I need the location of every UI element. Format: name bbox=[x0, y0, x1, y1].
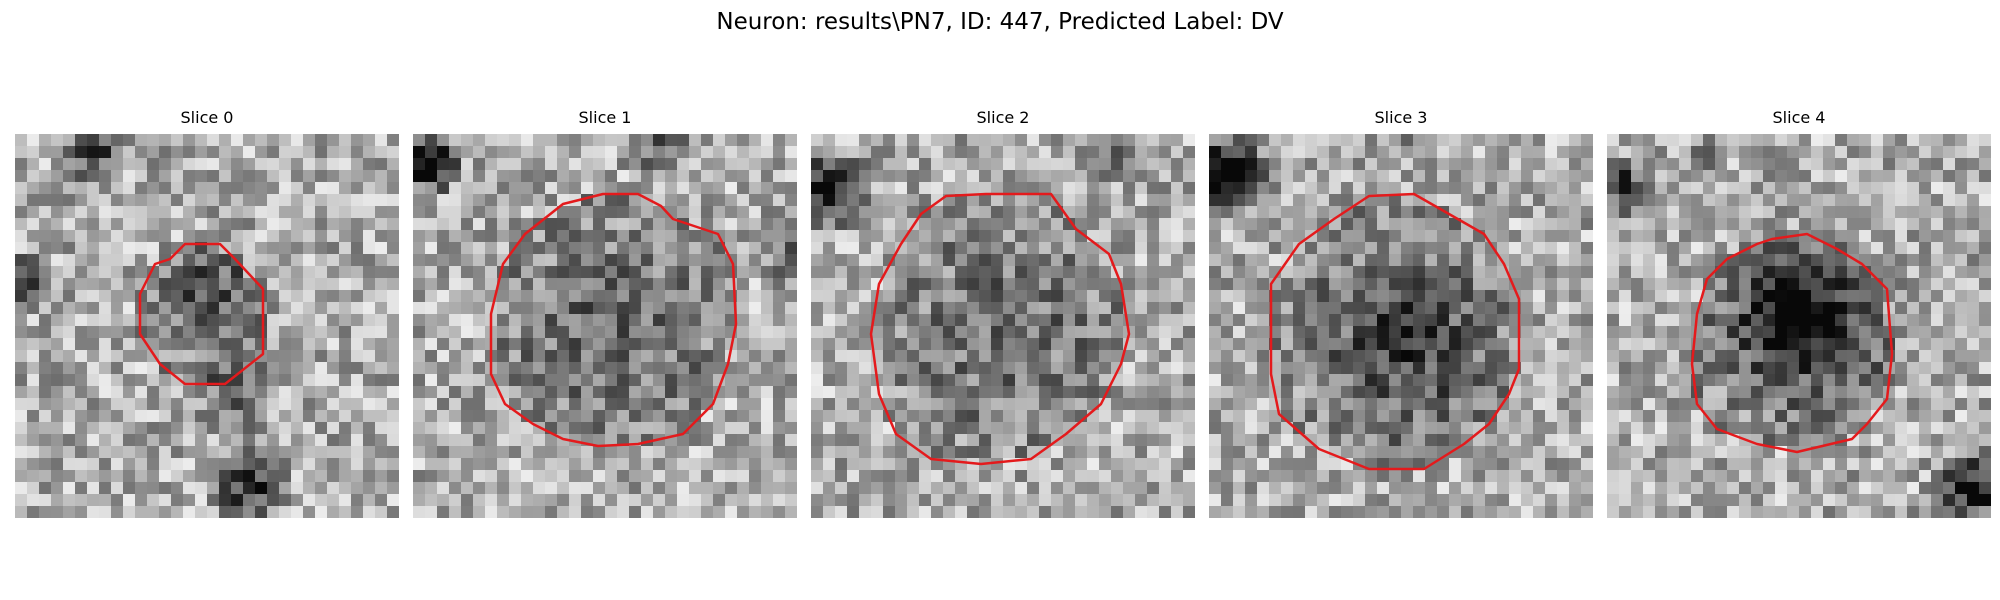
slice-image-4 bbox=[1607, 134, 1991, 518]
slice-image-0 bbox=[15, 134, 399, 518]
slice-title-0: Slice 0 bbox=[180, 108, 234, 127]
slice-title-2: Slice 2 bbox=[976, 108, 1030, 127]
slice-title-3: Slice 3 bbox=[1374, 108, 1428, 127]
roi-contour-3 bbox=[1269, 192, 1521, 471]
slice-image-3 bbox=[1209, 134, 1593, 518]
slice-title-1: Slice 1 bbox=[578, 108, 632, 127]
slice-image-1 bbox=[413, 134, 797, 518]
roi-contour-0 bbox=[138, 242, 265, 386]
slice-image-2 bbox=[811, 134, 1195, 518]
roi-contour-1 bbox=[489, 192, 738, 448]
slice-title-4: Slice 4 bbox=[1772, 108, 1826, 127]
roi-contour-4 bbox=[1690, 232, 1894, 454]
figure-title: Neuron: results\PN7, ID: 447, Predicted … bbox=[716, 9, 1284, 35]
roi-contour-2 bbox=[869, 192, 1131, 466]
